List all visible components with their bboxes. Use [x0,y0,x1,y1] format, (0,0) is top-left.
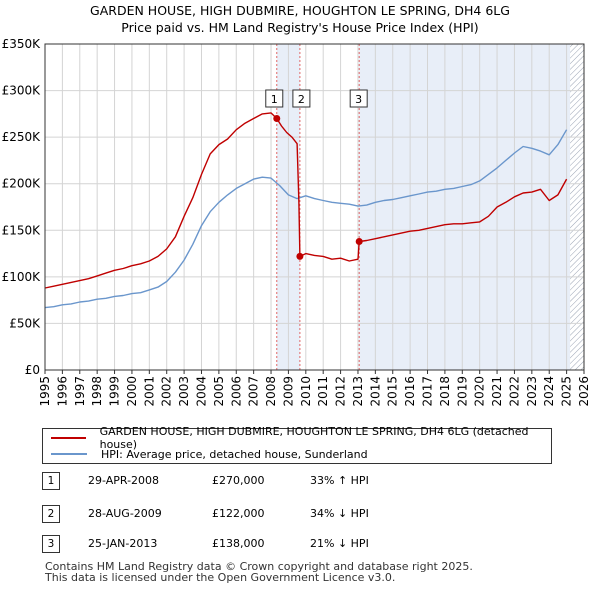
footer-line2: This data is licensed under the Open Gov… [45,571,396,584]
sale-price: £122,000 [212,507,265,520]
sale-label-number: 1 [271,93,278,106]
sale-date: 25-JAN-2013 [88,537,158,550]
x-tick-label: 2013 [351,376,365,407]
x-tick-label: 2008 [264,376,278,407]
shaded-span [359,44,571,370]
sale-point [296,252,304,260]
chart-title-line2: Price paid vs. HM Land Registry's House … [121,20,479,35]
sale-hpi-change: 33% ↑ HPI [310,474,369,487]
x-tick-label: 2010 [299,376,313,407]
y-tick-label: £150K [2,223,42,237]
y-tick-label: £250K [2,130,42,144]
sale-hpi-change: 34% ↓ HPI [310,507,369,520]
x-tick-label: 2017 [421,376,435,407]
price-chart: £0 £50K £100K £150K £200K £250K £300K £350K 1995… [2,37,591,407]
y-tick-label: £0 [25,363,40,377]
x-tick-label: 2019 [455,376,469,407]
x-tick-label: 2009 [281,376,295,407]
x-tick-label: 2025 [560,376,574,407]
y-tick-label: £100K [2,270,42,284]
legend-swatch-property [51,437,86,439]
x-tick-label: 2004 [194,376,208,407]
footer-line1: Contains HM Land Registry data © Crown c… [45,560,473,573]
sale-markers: 1 2 3 [265,89,368,260]
y-tick-label: £200K [2,177,42,191]
property-price-line [44,112,568,289]
x-tick-label: 2003 [177,376,191,407]
x-tick-label: 2022 [507,376,521,407]
x-tick-label: 2015 [386,376,400,407]
sale-number-badge: 3 [42,535,60,553]
plot-frame [44,43,585,371]
chart-title: GARDEN HOUSE, HIGH DUBMIRE, HOUGHTON LE … [0,2,600,36]
x-tick-label: 2018 [438,376,452,407]
x-tick-label: 2014 [368,376,382,407]
x-tick-label: 2024 [542,376,556,407]
y-tick-label: £350K [2,37,42,51]
x-tick-label: 2020 [473,376,487,407]
shaded-spans [276,44,584,370]
legend-item-property: GARDEN HOUSE, HIGH DUBMIRE, HOUGHTON LE … [51,425,551,451]
y-tick-label: £50K [9,316,41,330]
x-tick-label: 2011 [316,376,330,407]
footer-credits: Contains HM Land Registry data © Crown c… [45,561,473,583]
x-tick-label: 2006 [229,376,243,407]
x-tick-label: 2012 [334,376,348,407]
x-tick-label: 2002 [160,376,174,407]
sale-date: 29-APR-2008 [88,474,160,487]
sale-number-badge: 1 [42,472,60,490]
x-tick-label: 2005 [212,376,226,407]
sale-hpi-change: 21% ↓ HPI [310,537,369,550]
x-tick-label: 1996 [55,376,69,407]
x-tick-label: 2021 [490,376,504,407]
sale-point [273,115,281,123]
sale-label-number: 3 [355,93,362,106]
x-tick-label: 2026 [577,376,591,407]
sale-row: 1 29-APR-2008 £270,000 33% ↑ HPI [42,472,442,492]
sale-price: £270,000 [212,474,265,487]
x-tick-label: 2001 [142,376,156,407]
forecast-hatch [570,44,584,370]
x-tick-label: 2007 [247,376,261,407]
sale-label-number: 2 [298,93,305,106]
legend-label-hpi: HPI: Average price, detached house, Sund… [101,447,368,461]
y-tick-label: £300K [2,84,42,98]
sale-label-box [292,89,311,108]
x-tick-label: 1997 [73,376,87,407]
hpi-line [44,129,568,309]
sale-date: 28-AUG-2009 [88,507,162,520]
legend: GARDEN HOUSE, HIGH DUBMIRE, HOUGHTON LE … [42,425,552,464]
x-tick-label: 1995 [38,376,52,407]
sale-row: 3 25-JAN-2013 £138,000 21% ↓ HPI [42,535,442,555]
series-lines [44,112,568,309]
x-tick-label: 1998 [90,376,104,407]
sale-price: £138,000 [212,537,265,550]
axes: £0 £50K £100K £150K £200K £250K £300K £350K 1995… [2,37,591,407]
sale-row: 2 28-AUG-2009 £122,000 34% ↓ HPI [42,505,442,525]
legend-item-hpi: HPI: Average price, detached house, Sund… [51,446,368,462]
sale-label-box [265,89,284,108]
x-tick-label: 1999 [108,376,122,407]
legend-label-property: GARDEN HOUSE, HIGH DUBMIRE, HOUGHTON LE … [99,425,529,451]
sale-number-badge: 2 [42,505,60,523]
x-tick-label: 2000 [125,376,139,407]
legend-swatch-hpi [51,453,87,455]
sale-label-box [349,89,368,108]
sale-point [355,237,363,245]
x-tick-label: 2023 [525,376,539,407]
chart-title-line1: GARDEN HOUSE, HIGH DUBMIRE, HOUGHTON LE … [90,3,510,18]
x-tick-label: 2016 [403,376,417,407]
